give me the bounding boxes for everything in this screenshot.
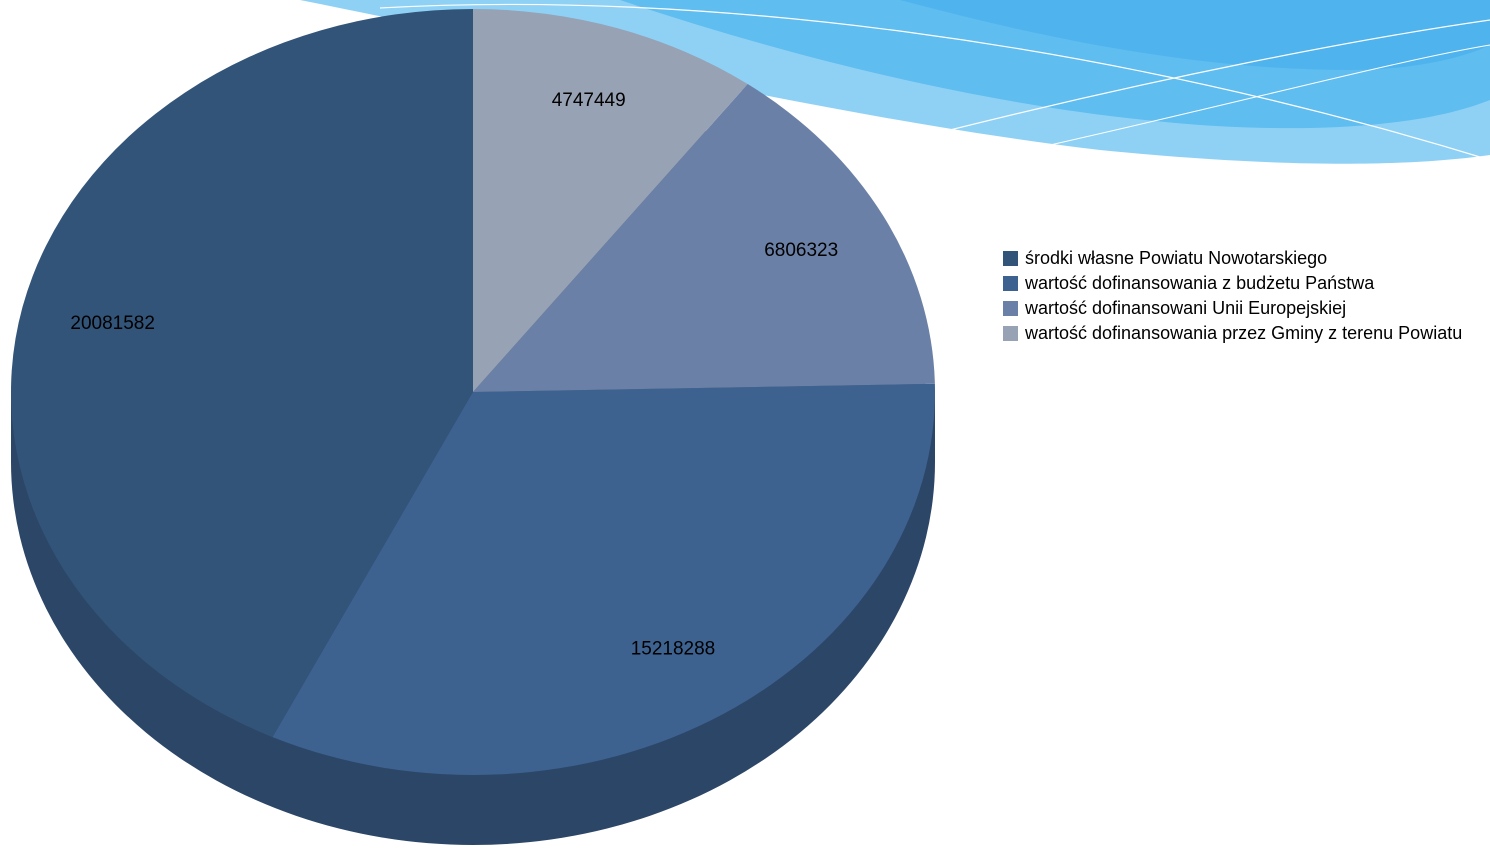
data-label: 15218288 bbox=[631, 639, 716, 660]
pie bbox=[11, 9, 935, 845]
legend-item: środki własne Powiatu Nowotarskiego bbox=[1003, 246, 1483, 271]
legend-label: wartość dofinansowani Unii Europejskiej bbox=[1025, 296, 1346, 321]
page: 20081582 15218288 6806323 4747449 środki wł… bbox=[0, 0, 1490, 858]
legend-swatch bbox=[1003, 276, 1018, 291]
legend-swatch bbox=[1003, 301, 1018, 316]
legend-item: wartość dofinansowania z budżetu Państwa bbox=[1003, 271, 1483, 296]
legend-label: wartość dofinansowania przez Gminy z ter… bbox=[1025, 321, 1462, 346]
data-label: 6806323 bbox=[764, 240, 838, 261]
legend-item: wartość dofinansowania przez Gminy z ter… bbox=[1003, 321, 1483, 346]
legend-label: środki własne Powiatu Nowotarskiego bbox=[1025, 246, 1327, 271]
legend-swatch bbox=[1003, 326, 1018, 341]
legend-item: wartość dofinansowani Unii Europejskiej bbox=[1003, 296, 1483, 321]
legend-swatch bbox=[1003, 251, 1018, 266]
chart: 20081582 15218288 6806323 4747449 bbox=[0, 0, 1490, 858]
data-label: 4747449 bbox=[552, 90, 626, 111]
data-label: 20081582 bbox=[70, 313, 155, 334]
legend-label: wartość dofinansowania z budżetu Państwa bbox=[1025, 271, 1374, 296]
